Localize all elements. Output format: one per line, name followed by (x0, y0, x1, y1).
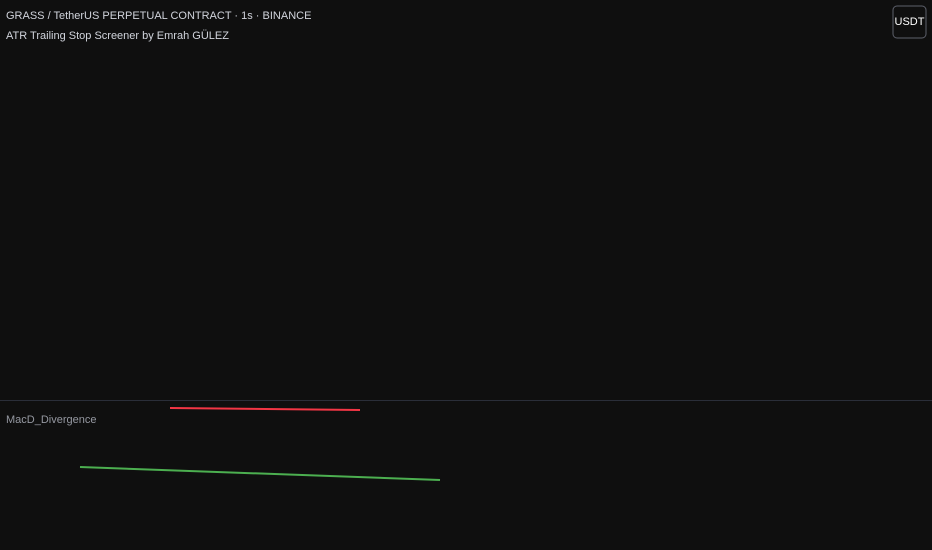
indicator-title: ATR Trailing Stop Screener by Emrah GÜLE… (6, 30, 229, 42)
symbol-title: GRASS / TetherUS PERPETUAL CONTRACT · 1s… (6, 10, 311, 22)
time-axis-area (0, 518, 932, 550)
price-axis-area (885, 0, 932, 550)
bear-divergence-line (169, 407, 361, 411)
bull-divergence-line (79, 466, 441, 481)
currency-button[interactable] (892, 5, 927, 39)
pane-title: MacD_Divergence (6, 414, 96, 426)
currency-button-label[interactable]: USDT (895, 16, 925, 28)
